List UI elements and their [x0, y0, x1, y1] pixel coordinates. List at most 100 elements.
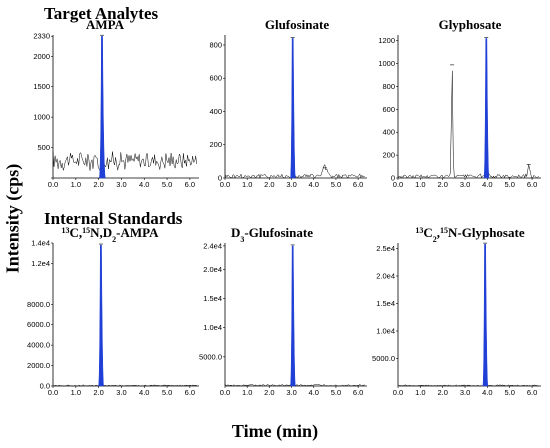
- x-tick-label: 3.0: [286, 388, 296, 397]
- x-tick-label: 6.0: [185, 180, 195, 189]
- trace-line: [397, 70, 539, 179]
- y-tick-label: 5000.0: [199, 352, 222, 361]
- x-tick-label: 4.0: [309, 388, 319, 397]
- x-tick-label: 4.0: [482, 388, 492, 397]
- x-tick-label: 6.0: [353, 388, 363, 397]
- y-tick-label: 8000.0: [27, 300, 50, 309]
- y-tick-label: 1.2e4: [31, 259, 50, 268]
- y-tick-label: 1.4e4: [31, 239, 50, 248]
- y-tick-label: 1000: [33, 113, 50, 122]
- y-tick-label: 200: [209, 140, 222, 149]
- trace-line: [52, 384, 197, 387]
- y-tick-label: 2.0e4: [203, 265, 222, 274]
- y-tick-label: 400: [209, 107, 222, 116]
- chromatogram-peak: [483, 38, 490, 179]
- y-tick-label: 2330: [33, 32, 50, 41]
- x-axis-label: Time (min): [231, 421, 319, 441]
- chromatogram-peak: [98, 244, 104, 387]
- trace-line: [52, 151, 197, 172]
- chart-glyphosate: Glyphosate 0 200 400 600 800 1000 1200 0.0 1.0 2.0…: [378, 17, 541, 189]
- x-tick-label: 3.0: [286, 180, 296, 189]
- chart-glufosinate: Glufosinate 0 200 400 600 800 0.0 1.0 2.0 3.0 4.0 5…: [209, 17, 367, 189]
- chromatogram-peak: [482, 243, 489, 387]
- panel-title: D3-Glufosinate: [231, 225, 313, 244]
- x-tick-label: 3.0: [460, 180, 470, 189]
- x-tick-label: 1.0: [71, 180, 81, 189]
- y-tick-label: 600: [382, 105, 395, 114]
- y-tick-label: 1.5e4: [203, 294, 222, 303]
- y-tick-label: 2.4e4: [203, 241, 222, 250]
- section-title-internal-standards: Internal Standards: [44, 209, 183, 228]
- trace-line: [397, 384, 539, 387]
- y-tick-label: 400: [382, 128, 395, 137]
- x-tick-label: 6.0: [185, 388, 195, 397]
- chart-13c2-15n-glyphosate: 13C2,15N-Glyphosate 5000.0 1.0e4 1.5e4 2.0e4…: [372, 225, 541, 397]
- x-tick-label: 0.0: [220, 388, 230, 397]
- chart-13c-15n-d2-ampa: 13C,15N,D2-AMPA 0.0 2000.0 4000.0 6000.0 8000…: [27, 225, 199, 397]
- x-tick-label: 5.0: [505, 180, 515, 189]
- y-tick-label: 2.5e4: [376, 244, 395, 253]
- x-tick-label: 2.0: [93, 180, 103, 189]
- x-tick-label: 1.0: [71, 388, 81, 397]
- y-tick-label: 200: [382, 151, 395, 160]
- chromatogram-peak: [290, 38, 296, 179]
- x-tick-label: 6.0: [353, 180, 363, 189]
- y-tick-label: 0.0: [40, 382, 50, 391]
- x-tick-label: 0.0: [220, 180, 230, 189]
- panel-title: AMPA: [86, 17, 125, 32]
- y-axis-label: Intensity (cps): [2, 163, 23, 274]
- x-tick-label: 5.0: [331, 180, 341, 189]
- y-tick-label: 1500: [33, 82, 50, 91]
- y-tick-label: 500: [37, 143, 50, 152]
- x-tick-label: 5.0: [505, 388, 515, 397]
- y-tick-label: 800: [209, 40, 222, 49]
- x-tick-label: 2.0: [264, 388, 274, 397]
- x-tick-label: 2.0: [437, 388, 447, 397]
- x-tick-label: 6.0: [527, 180, 537, 189]
- chromatogram-peak: [290, 245, 296, 387]
- x-tick-label: 0.0: [393, 180, 403, 189]
- x-tick-label: 1.0: [242, 180, 252, 189]
- y-tick-label: 2000.0: [27, 361, 50, 370]
- panel-title: 13C,15N,D2-AMPA: [61, 225, 159, 244]
- x-tick-label: 1.0: [415, 388, 425, 397]
- chart-ampa: AMPA 500 1000 1500 2000 2330 0.0 1.0 2.0 3.0 4.0 5.…: [33, 17, 199, 189]
- x-tick-label: 5.0: [162, 388, 172, 397]
- y-tick-label: 600: [209, 74, 222, 83]
- x-tick-label: 2.0: [437, 180, 447, 189]
- y-tick-label: 4000.0: [27, 341, 50, 350]
- x-tick-label: 1.0: [415, 180, 425, 189]
- y-tick-label: 1000: [378, 59, 395, 68]
- x-tick-label: 4.0: [139, 388, 149, 397]
- x-tick-label: 0.0: [48, 180, 58, 189]
- y-tick-label: 2.0e4: [376, 272, 395, 281]
- y-tick-label: 1.0e4: [376, 327, 395, 336]
- y-tick-label: 0: [391, 174, 395, 183]
- y-tick-label: 1.5e4: [376, 299, 395, 308]
- x-tick-label: 0.0: [393, 388, 403, 397]
- x-tick-label: 5.0: [331, 388, 341, 397]
- y-tick-label: 800: [382, 82, 395, 91]
- x-tick-label: 1.0: [242, 388, 252, 397]
- x-tick-label: 4.0: [139, 180, 149, 189]
- y-tick-label: 5000.0: [372, 354, 395, 363]
- x-tick-label: 5.0: [162, 180, 172, 189]
- y-tick-label: 0: [218, 174, 222, 183]
- panel-title: Glyphosate: [439, 17, 502, 32]
- section-title-target-analytes: Target Analytes: [44, 4, 159, 23]
- y-tick-label: 6000.0: [27, 320, 50, 329]
- x-tick-label: 4.0: [482, 180, 492, 189]
- x-tick-label: 3.0: [116, 180, 126, 189]
- y-tick-label: 2000: [33, 52, 50, 61]
- panel-title: Glufosinate: [265, 17, 330, 32]
- panel-title: 13C2,15N-Glyphosate: [415, 225, 524, 244]
- x-tick-label: 3.0: [460, 388, 470, 397]
- x-tick-label: 0.0: [48, 388, 58, 397]
- chromatogram-peak: [98, 35, 106, 179]
- x-tick-label: 2.0: [264, 180, 274, 189]
- y-tick-label: 1200: [378, 36, 395, 45]
- x-tick-label: 6.0: [527, 388, 537, 397]
- x-tick-label: 3.0: [116, 388, 126, 397]
- y-tick-label: 1.0e4: [203, 323, 222, 332]
- chart-d3-glufosinate: D3-Glufosinate 5000.0 1.0e4 1.5e4 2.0e4 2.4e4…: [199, 225, 367, 397]
